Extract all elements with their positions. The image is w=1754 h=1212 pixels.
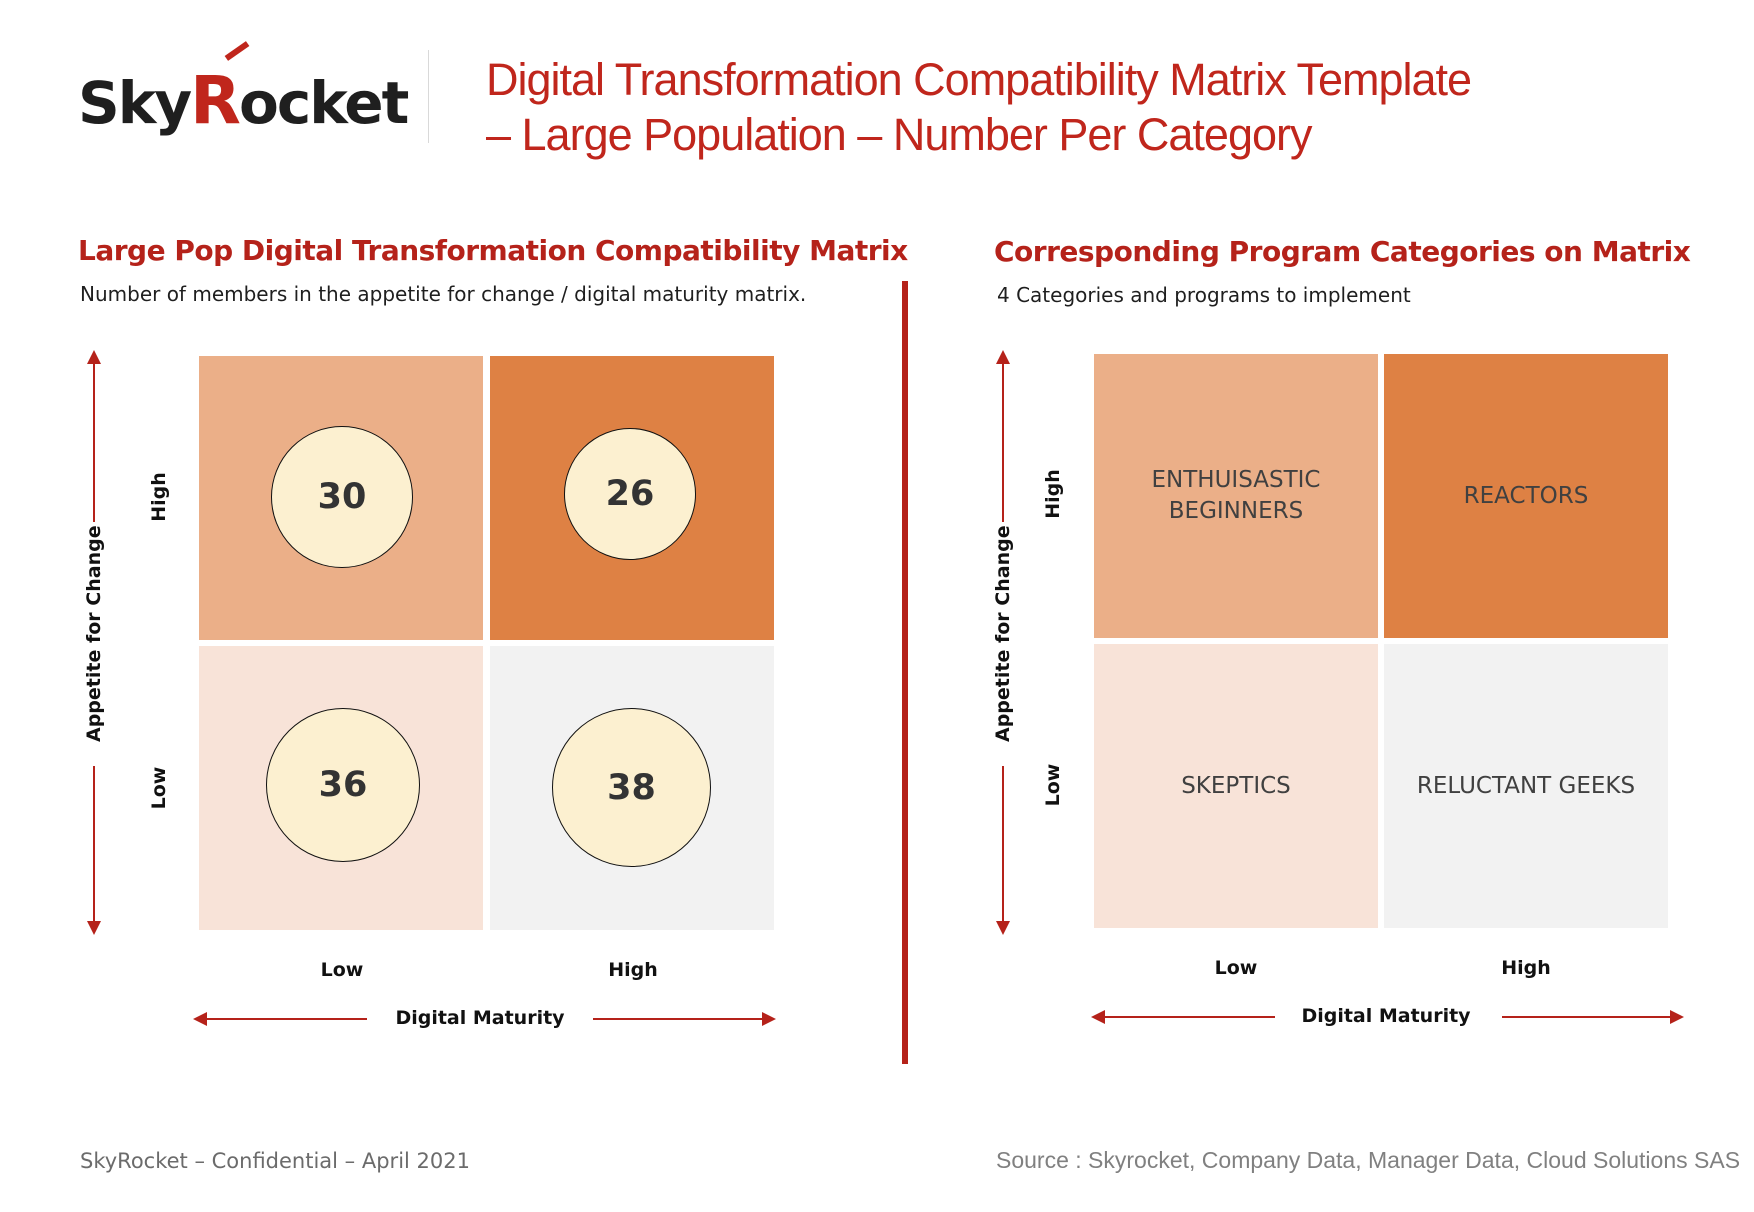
header-divider [428, 50, 429, 143]
count-bubble: 26 [564, 428, 696, 560]
category-enthusiastic-beginners: ENTHUISASTIC BEGINNERS [1151, 467, 1321, 524]
left-y-axis-title: Appetite for Change [83, 525, 105, 742]
left-cell-low-maturity-low-appetite: 36 [199, 646, 483, 930]
logo-accent-mark [224, 41, 250, 61]
x-axis-line-right [593, 1018, 763, 1020]
left-x-axis-title: Digital Maturity [395, 1007, 565, 1029]
y-axis-line-upper [1002, 362, 1004, 522]
left-y-tick-high: High [148, 472, 170, 522]
category-skeptics: SKEPTICS [1181, 772, 1291, 799]
right-y-axis-title: Appetite for Change [992, 525, 1014, 742]
left-x-tick-high: High [608, 959, 658, 981]
x-axis-arrow-right-icon [1670, 1010, 1684, 1024]
right-y-tick-high: High [1042, 469, 1064, 519]
left-cell-high-maturity-high-appetite: 26 [490, 356, 774, 640]
footer-source: Source : Skyrocket, Company Data, Manage… [996, 1147, 1741, 1173]
left-cell-low-maturity-high-appetite: 30 [199, 356, 483, 640]
left-section-subtitle: Number of members in the appetite for ch… [80, 282, 807, 306]
page-title-line-2: – Large Population – Number Per Category [486, 109, 1313, 160]
right-cell-low-maturity-high-appetite: ENTHUISASTIC BEGINNERS [1094, 354, 1378, 638]
category-reactors: REACTORS [1463, 482, 1589, 509]
y-axis-line-upper [93, 362, 95, 522]
right-section-title: Corresponding Program Categories on Matr… [994, 235, 1691, 268]
category-reluctant-geeks: RELUCTANT GEEKS [1416, 772, 1636, 799]
count-bubble: 38 [552, 708, 711, 867]
x-axis-line-left [1103, 1016, 1275, 1018]
left-y-tick-low: Low [148, 766, 170, 810]
page-title: Digital Transformation Compatibility Mat… [486, 52, 1646, 162]
y-axis-arrow-up-icon [996, 350, 1010, 364]
right-section-subtitle: 4 Categories and programs to implement [997, 283, 1411, 307]
x-axis-arrow-left-icon [193, 1012, 207, 1026]
logo-text-sky: Sky [78, 69, 192, 137]
left-section-title: Large Pop Digital Transformation Compati… [78, 234, 908, 267]
section-divider [902, 281, 908, 1064]
y-axis-arrow-up-icon [87, 350, 101, 364]
y-axis-arrow-down-icon [87, 921, 101, 935]
y-axis-line-lower [1002, 766, 1004, 926]
y-axis-line-lower [93, 766, 95, 926]
x-axis-line-right [1502, 1016, 1672, 1018]
right-x-tick-low: Low [1214, 957, 1258, 979]
right-y-tick-low: Low [1042, 763, 1064, 807]
right-cell-high-maturity-low-appetite: RELUCTANT GEEKS [1384, 644, 1668, 928]
x-axis-arrow-left-icon [1091, 1010, 1105, 1024]
count-bubble: 36 [266, 708, 420, 862]
logo-text-ocket: ocket [238, 69, 409, 137]
footer-confidential: SkyRocket – Confidential – April 2021 [80, 1149, 470, 1173]
logo-text-r: R [190, 62, 241, 139]
x-axis-line-left [205, 1018, 367, 1020]
left-cell-high-maturity-low-appetite: 38 [490, 646, 774, 930]
y-axis-arrow-down-icon [996, 921, 1010, 935]
right-cell-low-maturity-low-appetite: SKEPTICS [1094, 644, 1378, 928]
page-title-line-1: Digital Transformation Compatibility Mat… [486, 54, 1472, 105]
right-cell-high-maturity-high-appetite: REACTORS [1384, 354, 1668, 638]
x-axis-arrow-right-icon [762, 1012, 776, 1026]
right-x-tick-high: High [1501, 957, 1551, 979]
logo-text: SkyRocket [78, 62, 409, 139]
count-bubble: 30 [271, 426, 413, 568]
right-x-axis-title: Digital Maturity [1301, 1005, 1471, 1027]
skyrocket-logo: SkyRocket [78, 40, 409, 140]
left-x-tick-low: Low [320, 959, 364, 981]
